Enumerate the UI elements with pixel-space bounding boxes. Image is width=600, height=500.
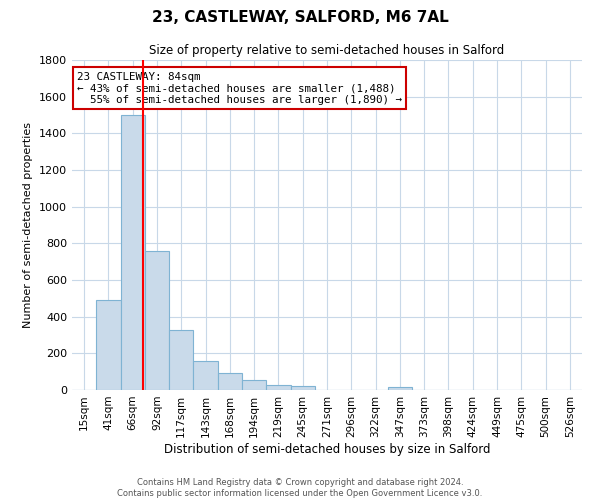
Bar (388, 387, 412, 390)
Bar (145, 250, 169, 390)
Bar (121, 115, 145, 390)
Bar (218, 372, 242, 390)
X-axis label: Distribution of semi-detached houses by size in Salford: Distribution of semi-detached houses by … (164, 442, 490, 456)
Text: 23, CASTLEWAY, SALFORD, M6 7AL: 23, CASTLEWAY, SALFORD, M6 7AL (152, 10, 448, 25)
Bar (193, 360, 218, 390)
Y-axis label: Number of semi-detached properties: Number of semi-detached properties (23, 122, 34, 328)
Bar (266, 384, 290, 390)
Text: Contains HM Land Registry data © Crown copyright and database right 2024.
Contai: Contains HM Land Registry data © Crown c… (118, 478, 482, 498)
Bar (242, 380, 266, 390)
Text: 23 CASTLEWAY: 84sqm
← 43% of semi-detached houses are smaller (1,488)
  55% of s: 23 CASTLEWAY: 84sqm ← 43% of semi-detach… (77, 72, 402, 105)
Bar (96, 300, 121, 390)
Bar (169, 330, 193, 390)
Title: Size of property relative to semi-detached houses in Salford: Size of property relative to semi-detach… (149, 44, 505, 58)
Bar (290, 386, 315, 390)
